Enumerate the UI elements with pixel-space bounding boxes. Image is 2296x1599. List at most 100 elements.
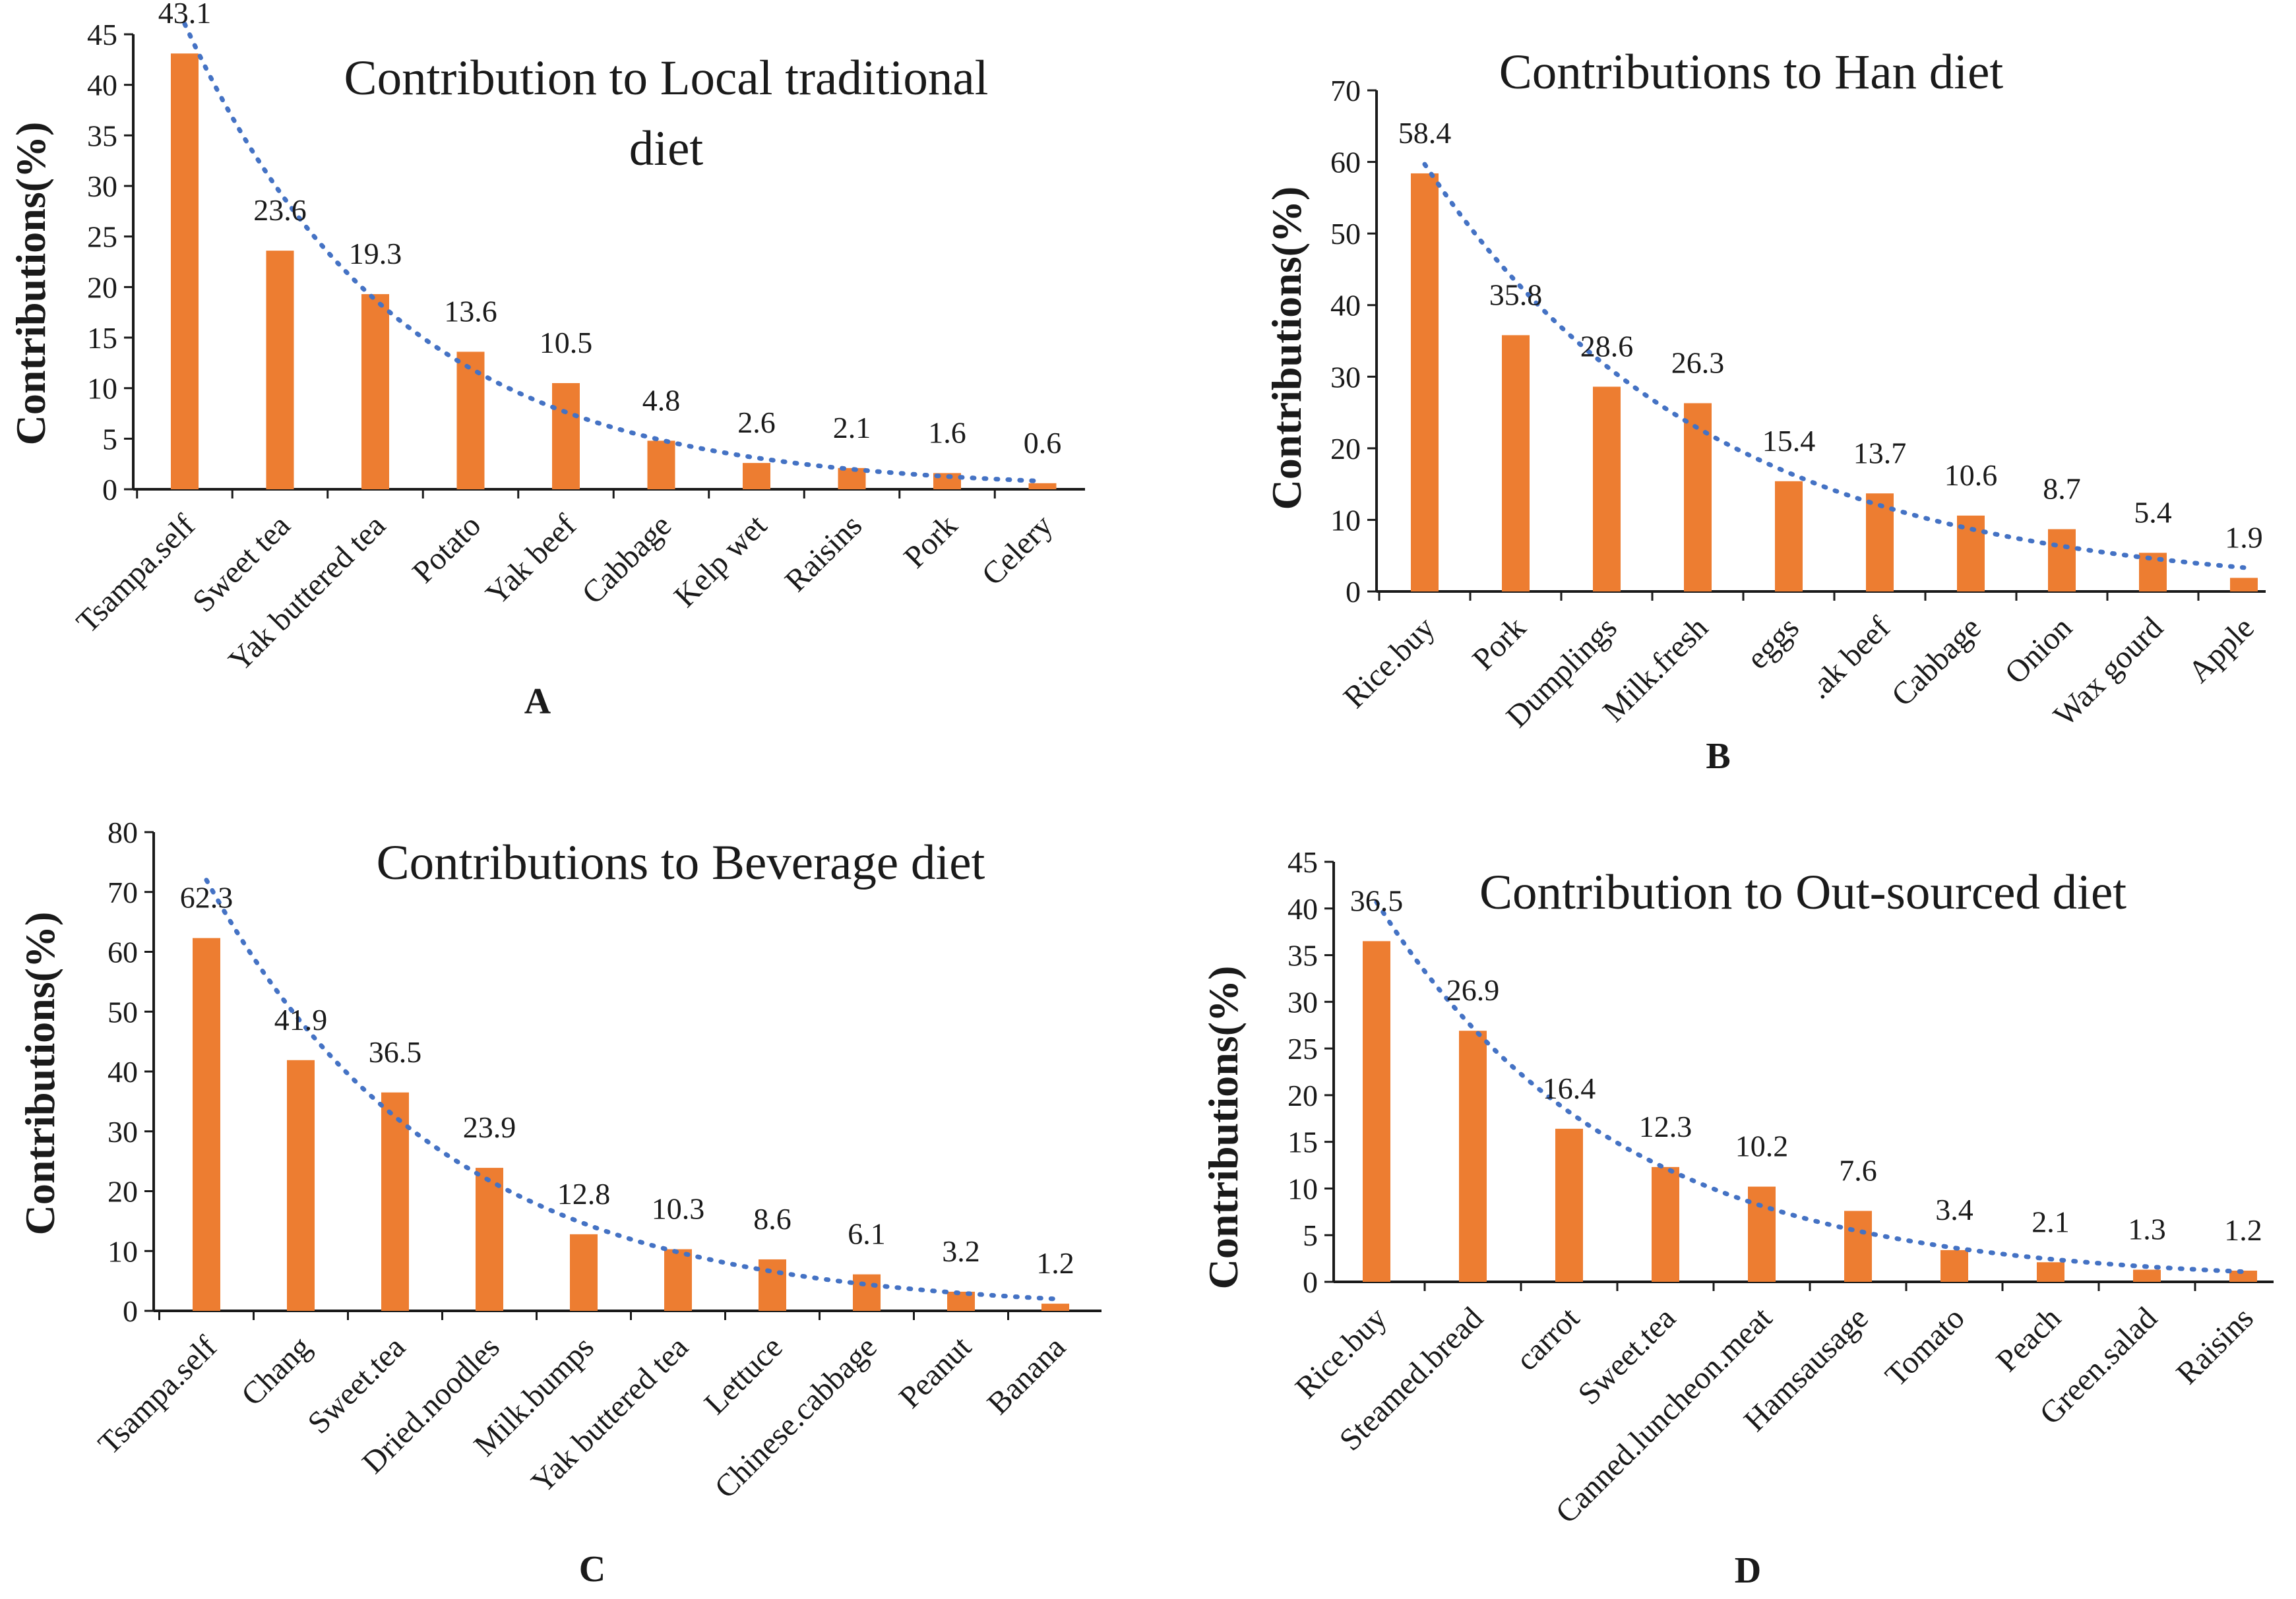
bar-a (552, 383, 580, 489)
category-label-c: Banana (981, 1329, 1072, 1421)
y-tick-label: 60 (108, 936, 138, 969)
data-label-a: 2.1 (833, 411, 871, 444)
bar-c (1041, 1304, 1069, 1311)
category-label-b: Onion (1998, 610, 2078, 690)
y-tick-label: 0 (1303, 1265, 1318, 1299)
category-label-c: Peanut (892, 1329, 978, 1415)
chart-panel-b: Contributions to Han diet Contributions(… (1263, 45, 2266, 777)
bar-d (1940, 1250, 1968, 1282)
bar-d (1652, 1166, 1679, 1282)
category-label-c: Chinese.cabbage (708, 1329, 883, 1505)
y-tick-label: 0 (102, 473, 117, 506)
y-tick-label: 35 (1288, 939, 1318, 973)
bar-b (2048, 529, 2076, 591)
category-label-a: Yak beef (479, 508, 583, 612)
bar-b (1411, 173, 1439, 591)
data-label-c: 12.8 (557, 1177, 611, 1211)
data-label-c: 1.2 (1036, 1246, 1074, 1280)
data-label-b: 28.6 (1580, 329, 1634, 363)
bar-d (1459, 1031, 1487, 1282)
data-label-a: 10.5 (540, 326, 593, 359)
data-label-a: 4.8 (642, 383, 681, 417)
category-label-a: Raisins (778, 508, 869, 598)
bar-a (647, 440, 675, 489)
chart-title-b: Contributions to Han diet (1499, 45, 2004, 100)
chart-title-d: Contribution to Out-sourced diet (1479, 865, 2126, 920)
panel-label-d: D (1735, 1550, 1761, 1591)
data-label-b: 10.6 (1944, 458, 1998, 492)
y-tick-label: 20 (87, 270, 117, 304)
bar-c (381, 1092, 409, 1311)
data-label-d: 1.2 (2224, 1213, 2262, 1247)
bar-a (171, 53, 199, 490)
data-label-c: 41.9 (274, 1003, 328, 1037)
y-tick-label: 45 (1288, 845, 1318, 879)
data-label-b: 15.4 (1762, 424, 1816, 458)
category-label-a: Pork (897, 508, 964, 575)
bar-d (1363, 941, 1390, 1282)
data-label-a: 43.1 (158, 0, 212, 30)
bar-a (743, 463, 770, 489)
data-label-d: 36.5 (1350, 884, 1404, 917)
category-label-b: .ak beef (1801, 610, 1897, 706)
category-label-a: Potato (406, 508, 487, 589)
bar-b (1593, 386, 1621, 591)
chart-title-a: Contribution to Local traditional (344, 51, 989, 106)
category-label-d: Peach (1989, 1300, 2068, 1379)
y-tick-label: 60 (1330, 146, 1361, 179)
bar-b (1502, 335, 1530, 591)
data-label-b: 5.4 (2134, 495, 2172, 529)
y-tick-label: 40 (1330, 289, 1361, 322)
data-label-a: 23.6 (253, 193, 307, 227)
chart-title-a-line2: diet (629, 121, 704, 176)
data-label-d: 26.9 (1446, 973, 1500, 1007)
bar-c (759, 1259, 786, 1311)
category-label-b: eggs (1740, 610, 1806, 676)
data-label-a: 2.6 (737, 406, 776, 439)
data-label-d: 3.4 (1935, 1193, 1973, 1226)
chart-panel-a: Contribution to Local traditional diet C… (7, 0, 1085, 722)
bar-d (2133, 1269, 2161, 1282)
y-tick-label: 45 (87, 18, 117, 51)
data-label-a: 0.6 (1024, 426, 1062, 460)
y-tick-label: 30 (87, 169, 117, 203)
category-label-a: Kelp wet (667, 508, 774, 614)
bar-c (193, 938, 220, 1311)
data-label-d: 7.6 (1839, 1153, 1877, 1187)
chart-panel-c: Contributions to Beverage diet Contribut… (16, 816, 1101, 1590)
y-tick-label: 25 (87, 220, 117, 254)
y-tick-label: 50 (1330, 217, 1361, 251)
y-tick-label: 0 (1346, 575, 1361, 609)
y-tick-label: 5 (102, 422, 117, 456)
category-label-d: Raisins (2169, 1300, 2260, 1391)
category-label-a: Celery (975, 508, 1059, 592)
y-tick-label: 20 (108, 1175, 138, 1209)
category-label-c: Tsampa.self (92, 1329, 224, 1461)
data-label-c: 36.5 (369, 1035, 422, 1069)
y-tick-label: 10 (87, 372, 117, 406)
data-label-c: 3.2 (942, 1234, 980, 1268)
trendline-d (1374, 899, 2246, 1275)
bar-a (361, 294, 389, 489)
trendline-c (204, 878, 1058, 1302)
trendline-a (182, 21, 1045, 484)
bar-a (1028, 483, 1057, 489)
bar-a (266, 251, 294, 489)
category-label-b: Apple (2181, 610, 2260, 689)
bar-d (2037, 1262, 2064, 1282)
y-axis-label-a: Contributions(%) (7, 122, 54, 446)
category-label-c: Chang (235, 1329, 318, 1412)
data-label-d: 10.2 (1735, 1130, 1789, 1163)
category-label-a: Cabbage (575, 508, 678, 611)
data-label-c: 6.1 (848, 1217, 886, 1251)
data-label-b: 35.8 (1489, 278, 1543, 311)
y-tick-label: 30 (1330, 360, 1361, 394)
bar-b (2230, 578, 2258, 591)
category-label-b: Rice.buy (1337, 610, 1442, 715)
y-axis-label-b: Contributions(%) (1263, 187, 1310, 510)
data-label-d: 1.3 (2128, 1213, 2166, 1246)
y-tick-label: 15 (1288, 1126, 1318, 1159)
category-label-c: Lettuce (698, 1329, 790, 1421)
data-label-c: 10.3 (652, 1192, 705, 1226)
